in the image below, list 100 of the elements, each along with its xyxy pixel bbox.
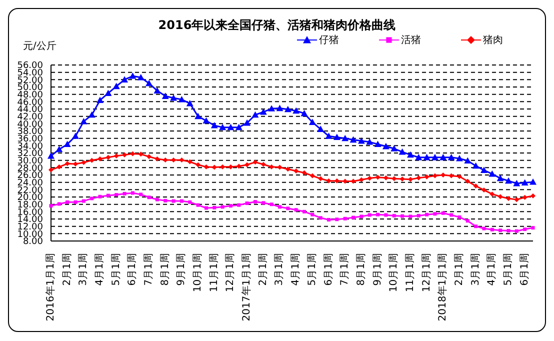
point — [286, 206, 290, 210]
point — [162, 92, 169, 99]
point — [187, 159, 192, 164]
x-tick-label: 2017年1月1周 — [240, 253, 253, 322]
point — [480, 166, 488, 174]
point — [114, 153, 119, 158]
point — [490, 228, 494, 232]
point — [155, 198, 159, 202]
point — [73, 162, 78, 166]
point — [74, 200, 78, 204]
point — [335, 218, 339, 222]
point — [130, 151, 136, 156]
point — [368, 213, 372, 217]
point — [228, 204, 232, 208]
point — [423, 154, 430, 160]
point — [284, 106, 292, 112]
point — [458, 215, 462, 219]
point — [48, 152, 54, 159]
point — [383, 175, 388, 180]
point — [424, 174, 430, 180]
point — [106, 194, 110, 198]
point — [514, 229, 518, 233]
point — [416, 175, 422, 180]
y-tick-label: 8.00 — [22, 237, 44, 248]
point — [327, 218, 331, 222]
legend-label: 猪肉 — [482, 34, 503, 47]
point — [406, 151, 414, 158]
x-tick-label: 3月1周 — [78, 253, 90, 286]
point — [400, 214, 404, 218]
point — [162, 157, 168, 162]
point — [318, 216, 322, 220]
point — [66, 200, 70, 204]
point — [382, 142, 390, 150]
point — [350, 136, 357, 143]
x-tick-label: 8月1周 — [160, 253, 171, 286]
point — [269, 164, 274, 170]
point — [278, 205, 282, 209]
point — [425, 212, 429, 216]
x-tick-label: 9月1周 — [176, 253, 188, 286]
point — [172, 199, 176, 203]
point — [498, 228, 502, 232]
point — [310, 173, 315, 178]
point — [521, 179, 528, 186]
point — [260, 108, 267, 115]
point — [179, 157, 184, 162]
point — [466, 219, 470, 223]
x-tick-label: 6月1周 — [323, 253, 334, 286]
point — [408, 214, 412, 218]
point — [308, 118, 316, 125]
point — [325, 132, 332, 139]
point — [154, 156, 160, 162]
point — [317, 126, 324, 132]
x-tick-label: 9月1周 — [372, 253, 384, 286]
point — [89, 158, 94, 163]
point — [398, 148, 406, 155]
point — [98, 156, 103, 162]
x-tick-label: 2月1周 — [454, 253, 465, 286]
point — [121, 76, 128, 82]
point — [104, 90, 112, 96]
point — [194, 112, 202, 120]
x-tick-label: 6月1周 — [519, 253, 530, 286]
x-tick-label: 5月1周 — [110, 253, 122, 286]
point — [122, 152, 128, 158]
point — [146, 154, 152, 160]
x-tick-label: 2月1周 — [62, 253, 73, 286]
point — [506, 196, 511, 201]
x-tick-label: 3月1周 — [274, 253, 286, 286]
point — [180, 199, 184, 203]
point — [188, 200, 192, 204]
x-tick-label: 11月1周 — [208, 253, 220, 292]
point — [531, 226, 535, 230]
point — [488, 170, 496, 177]
point — [440, 172, 446, 178]
point — [252, 111, 259, 118]
point — [262, 201, 266, 205]
point — [122, 192, 126, 196]
x-tick-label: 7月1周 — [144, 253, 155, 286]
point — [228, 164, 234, 170]
point — [88, 111, 96, 118]
point — [82, 199, 86, 203]
point — [90, 196, 94, 200]
point — [253, 200, 257, 204]
point — [49, 204, 53, 208]
x-tick-label: 2016年1月1周 — [44, 253, 56, 322]
point — [236, 164, 242, 169]
point — [212, 164, 217, 170]
point — [56, 146, 63, 152]
point — [514, 197, 520, 202]
point — [220, 205, 224, 209]
point — [310, 212, 314, 216]
point — [178, 96, 186, 102]
point — [139, 192, 143, 196]
point — [384, 213, 388, 217]
point — [130, 191, 134, 195]
point — [448, 173, 454, 178]
point — [154, 87, 161, 94]
point — [358, 137, 365, 144]
point — [506, 228, 510, 232]
point — [294, 168, 299, 174]
point — [292, 107, 300, 114]
